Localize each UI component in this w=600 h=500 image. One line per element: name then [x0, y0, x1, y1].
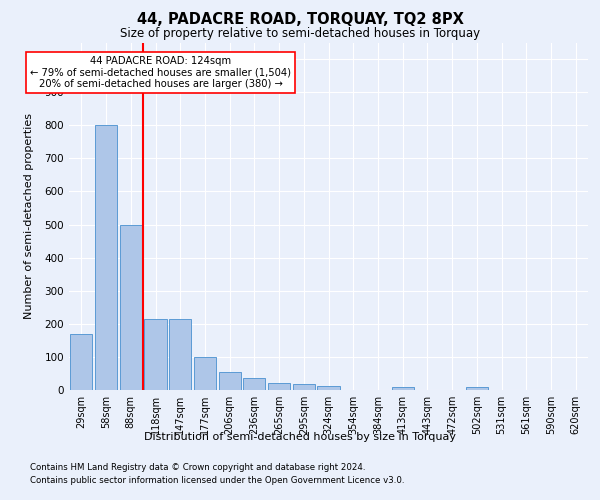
Bar — [169, 319, 191, 390]
Text: Contains public sector information licensed under the Open Government Licence v3: Contains public sector information licen… — [30, 476, 404, 485]
Bar — [293, 384, 315, 390]
Bar — [243, 378, 265, 390]
Bar — [70, 334, 92, 390]
Bar — [317, 386, 340, 390]
Bar — [218, 372, 241, 390]
Bar — [145, 319, 167, 390]
Y-axis label: Number of semi-detached properties: Number of semi-detached properties — [24, 114, 34, 320]
Bar — [466, 386, 488, 390]
Bar — [194, 357, 216, 390]
Bar — [268, 384, 290, 390]
Bar — [95, 125, 117, 390]
Text: Distribution of semi-detached houses by size in Torquay: Distribution of semi-detached houses by … — [144, 432, 456, 442]
Text: 44, PADACRE ROAD, TORQUAY, TQ2 8PX: 44, PADACRE ROAD, TORQUAY, TQ2 8PX — [137, 12, 463, 28]
Text: Contains HM Land Registry data © Crown copyright and database right 2024.: Contains HM Land Registry data © Crown c… — [30, 462, 365, 471]
Bar — [119, 224, 142, 390]
Bar — [392, 386, 414, 390]
Text: 44 PADACRE ROAD: 124sqm
← 79% of semi-detached houses are smaller (1,504)
20% of: 44 PADACRE ROAD: 124sqm ← 79% of semi-de… — [30, 56, 291, 89]
Text: Size of property relative to semi-detached houses in Torquay: Size of property relative to semi-detach… — [120, 28, 480, 40]
